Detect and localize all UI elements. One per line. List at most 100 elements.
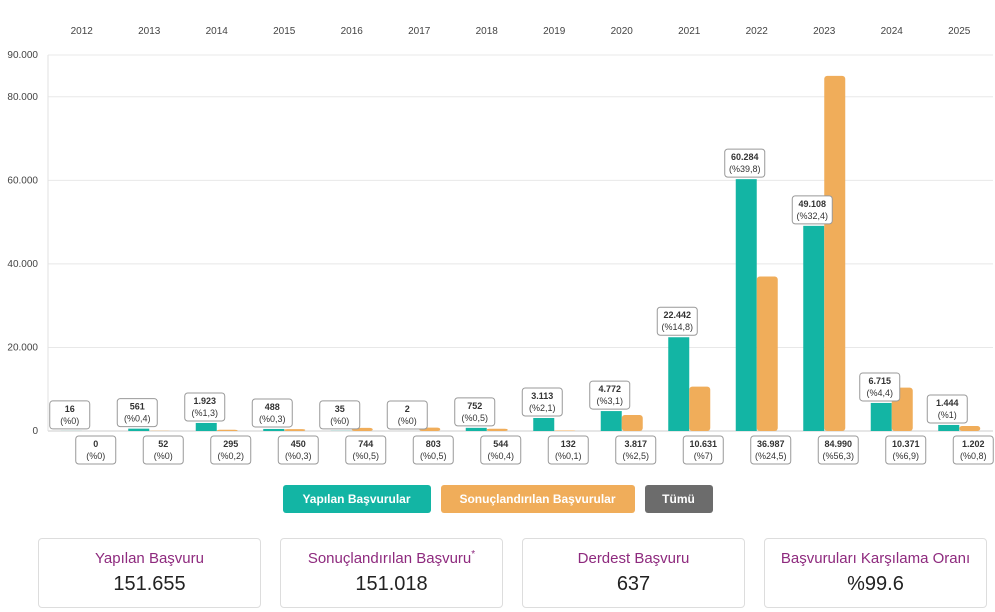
data-label-concluded-value: 744	[358, 439, 373, 449]
x-tick-label: 2015	[273, 26, 296, 37]
x-tick-label: 2020	[611, 26, 634, 37]
x-tick-label: 2019	[543, 26, 566, 37]
data-label-concluded-percent: (%6,9)	[892, 451, 919, 461]
data-label-concluded-percent: (%56,3)	[822, 451, 854, 461]
data-label-made-box	[656, 306, 698, 336]
data-label-made-percent: (%1)	[938, 410, 957, 420]
bar-concluded	[284, 429, 306, 431]
data-label-made-value: 4.772	[598, 384, 621, 394]
data-label-made-box	[319, 400, 361, 430]
data-label-concluded-value: 36.987	[757, 439, 785, 449]
data-label-concluded-value: 0	[93, 439, 98, 449]
data-label-concluded-value: 544	[493, 439, 508, 449]
data-label-made-value: 2	[405, 404, 410, 414]
x-tick-label: 2018	[476, 26, 499, 37]
bar-made	[803, 225, 825, 431]
stat-title: Yapılan Başvuru	[95, 550, 204, 567]
stats-cards: Yapılan Başvuru 151.655 Sonuçlandırılan …	[38, 538, 987, 608]
data-label-concluded-percent: (%0,4)	[487, 451, 514, 461]
data-label-concluded-value: 803	[426, 439, 441, 449]
y-tick-label: 60.000	[7, 175, 38, 186]
legend: Yapılan Başvurular Sonuçlandırılan Başvu…	[0, 485, 995, 513]
y-tick-label: 40.000	[7, 259, 38, 270]
data-label-made-value: 35	[335, 404, 345, 414]
data-label-made-box	[521, 387, 563, 417]
x-tick-label: 2025	[948, 26, 971, 37]
data-label-made-percent: (%3,1)	[596, 396, 623, 406]
bar-made	[195, 422, 217, 431]
bar-made	[735, 179, 757, 431]
x-tick-label: 2013	[138, 26, 161, 37]
data-label-made-box	[116, 398, 158, 428]
x-tick-label: 2017	[408, 26, 431, 37]
data-label-concluded-box	[345, 435, 387, 465]
data-label-concluded-value: 10.631	[689, 439, 717, 449]
x-tick-label: 2022	[746, 26, 769, 37]
bar-made	[938, 424, 960, 431]
data-label-concluded-box	[885, 435, 927, 465]
data-label-made-percent: (%0,3)	[259, 414, 286, 424]
data-label-concluded-box	[682, 435, 724, 465]
data-label-made-percent: (%0)	[330, 416, 349, 426]
data-label-concluded-percent: (%2,5)	[622, 451, 649, 461]
data-label-made-percent: (%4,4)	[866, 388, 893, 398]
data-label-made-box	[454, 397, 496, 427]
stat-value: 151.018	[355, 573, 428, 595]
data-label-concluded-box	[750, 435, 792, 465]
stat-card-rate: Başvuruları Karşılama Oranı %99.6	[764, 538, 987, 608]
data-label-made-value: 49.108	[798, 199, 826, 209]
stat-value: 151.655	[113, 573, 186, 595]
data-label-made-box	[49, 400, 91, 430]
data-label-concluded-percent: (%7)	[694, 451, 713, 461]
x-tick-label: 2014	[206, 26, 229, 37]
data-label-made-percent: (%14,8)	[661, 322, 693, 332]
bar-concluded	[486, 428, 508, 431]
stat-value: 637	[616, 573, 651, 595]
legend-made-button[interactable]: Yapılan Başvurular	[282, 485, 431, 513]
bar-made	[870, 402, 892, 431]
data-label-concluded-box	[480, 435, 522, 465]
data-label-made-percent: (%0,5)	[461, 413, 488, 423]
data-label-made-value: 752	[467, 401, 482, 411]
stat-card-concluded: Sonuçlandırılan Başvuru* 151.018	[280, 538, 503, 608]
data-label-concluded-percent: (%0,2)	[217, 451, 244, 461]
data-label-made-box	[386, 400, 428, 430]
bar-made	[128, 428, 150, 431]
bar-made	[600, 411, 622, 431]
data-label-concluded-box	[952, 435, 994, 465]
stat-title: Sonuçlandırılan Başvuru*	[307, 549, 476, 567]
data-label-concluded-box	[75, 435, 117, 465]
data-label-concluded-percent: (%0,1)	[555, 451, 582, 461]
bar-concluded	[756, 276, 778, 431]
data-label-made-percent: (%1,3)	[191, 408, 218, 418]
data-label-concluded-box	[615, 435, 657, 465]
data-label-made-percent: (%0,4)	[124, 414, 151, 424]
data-label-made-value: 60.284	[731, 152, 759, 162]
data-label-made-value: 561	[130, 402, 145, 412]
bar-concluded	[959, 425, 981, 431]
data-label-made-value: 3.113	[531, 391, 553, 401]
data-label-concluded-box	[277, 435, 319, 465]
legend-concluded-button[interactable]: Sonuçlandırılan Başvurular	[440, 485, 635, 513]
bar-concluded	[689, 386, 711, 431]
data-label-made-percent: (%32,4)	[796, 211, 828, 221]
legend-all-button[interactable]: Tümü	[644, 485, 713, 513]
data-label-made-box	[791, 195, 833, 225]
data-label-concluded-value: 450	[291, 439, 306, 449]
x-tick-label: 2021	[678, 26, 701, 37]
data-label-concluded-value: 3.817	[624, 439, 647, 449]
stat-value: %99.6	[847, 573, 904, 595]
bar-concluded	[554, 430, 576, 431]
data-label-concluded-box	[412, 435, 454, 465]
data-label-made-value: 16	[65, 404, 75, 414]
stat-card-made: Yapılan Başvuru 151.655	[38, 538, 261, 608]
bar-concluded	[216, 429, 238, 431]
data-label-made-value: 6.715	[868, 376, 891, 386]
data-label-made-box	[926, 394, 968, 424]
bar-concluded	[621, 415, 643, 431]
data-label-concluded-percent: (%0)	[154, 451, 173, 461]
data-label-concluded-box	[210, 435, 252, 465]
bar-made	[263, 428, 285, 431]
data-label-made-percent: (%0)	[60, 416, 79, 426]
